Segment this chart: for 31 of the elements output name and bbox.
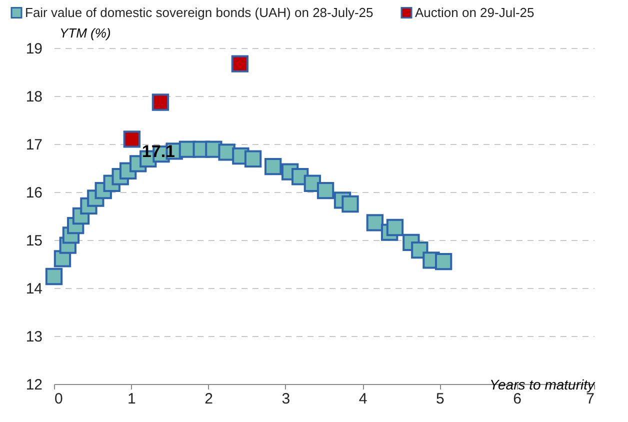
point <box>45 268 63 286</box>
point <box>123 130 140 148</box>
x-tick-label: 3 <box>282 390 290 408</box>
legend-label: Auction on 29-Jul-25 <box>415 4 534 20</box>
point <box>152 94 170 111</box>
x-tick-label: 5 <box>436 390 444 408</box>
legend-label: Fair value of domestic sovereign bonds (UAH) on 28-July-25 <box>25 4 374 20</box>
y-tick-label: 13 <box>26 328 42 346</box>
point <box>434 253 452 270</box>
y-axis-title: YTM (%) <box>60 26 111 40</box>
x-tick-label: 1 <box>127 390 136 408</box>
point <box>386 218 404 236</box>
y-tick-label: 14 <box>26 280 42 298</box>
x-tick-label: 6 <box>513 390 522 408</box>
y-tick-label: 15 <box>26 232 42 250</box>
y-tick-label: 12 <box>26 376 42 394</box>
y-tick-label: 19 <box>26 40 42 58</box>
y-tick-label: 17 <box>26 136 42 154</box>
point <box>366 214 384 232</box>
point <box>264 158 282 176</box>
point <box>316 182 334 200</box>
point <box>244 150 262 168</box>
point <box>342 195 359 213</box>
x-tick-label: 0 <box>54 390 63 408</box>
point <box>231 55 248 72</box>
y-tick-label: 18 <box>26 88 42 106</box>
y-tick-label: 16 <box>26 184 42 202</box>
x-axis-title: Years to maturity <box>489 376 596 392</box>
x-tick-label: 2 <box>204 390 213 408</box>
data-label: 17.1 <box>142 142 176 162</box>
x-tick-label: 4 <box>358 390 368 408</box>
